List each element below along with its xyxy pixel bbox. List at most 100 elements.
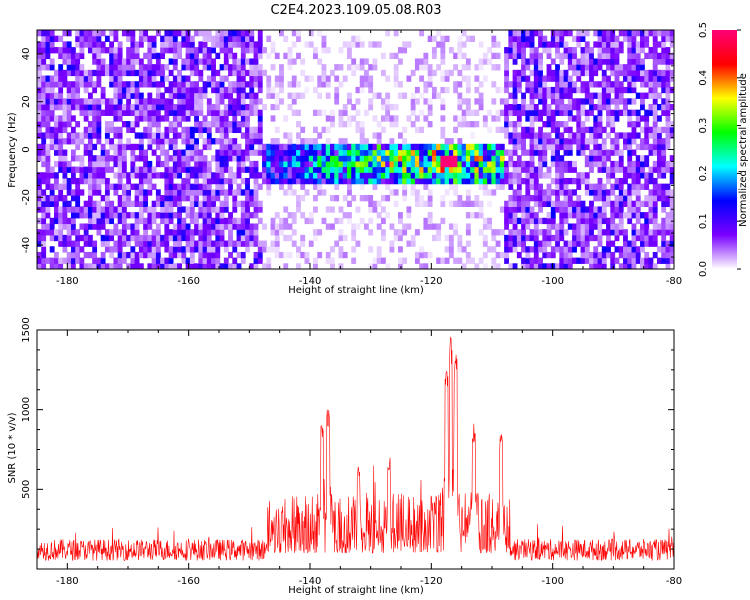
heatmap-cell (516, 189, 522, 196)
heatmap-cell (70, 81, 76, 88)
heatmap-cell (321, 126, 327, 134)
heatmap-cell (508, 206, 514, 213)
heatmap-cell (92, 212, 98, 219)
heatmap-cell (538, 109, 543, 116)
heatmap-cell (287, 155, 293, 162)
heatmap-cell (300, 166, 306, 173)
heatmap-cell (414, 86, 420, 94)
heatmap-cell (66, 103, 72, 111)
heatmap-cell (177, 52, 182, 60)
heatmap-cell (130, 223, 136, 230)
heatmap-cell (66, 52, 72, 60)
heatmap-cell (393, 30, 399, 37)
heatmap-cell (202, 143, 208, 151)
heatmap-cell (49, 189, 55, 196)
heatmap-cell (559, 75, 565, 82)
heatmap-cell (138, 69, 144, 77)
heatmap-cell (279, 75, 284, 82)
heatmap-cell (202, 52, 208, 60)
heatmap-cell (100, 64, 106, 71)
heatmap-cell (648, 177, 654, 185)
heatmap-cell (194, 47, 199, 54)
heatmap-cell (130, 35, 136, 42)
heatmap-cell (406, 149, 412, 156)
heatmap-cell (440, 166, 446, 173)
heatmap-cell (661, 200, 667, 207)
heatmap-cell (474, 121, 480, 128)
heatmap-cell (58, 234, 64, 242)
heatmap-cell (194, 52, 199, 60)
heatmap-cell (313, 206, 318, 213)
heatmap-cell (402, 177, 408, 185)
heatmap-cell (606, 103, 611, 111)
heatmap-cell (567, 52, 573, 60)
heatmap-cell (164, 47, 170, 54)
heatmap-cell (448, 155, 454, 162)
heatmap-cell (614, 160, 620, 168)
heatmap-cell (181, 41, 187, 48)
heatmap-cell (555, 98, 560, 105)
heatmap-cell (104, 217, 110, 225)
heatmap-cell (58, 212, 64, 219)
heatmap-cell (100, 109, 106, 116)
heatmap-cell (461, 155, 467, 162)
heatmap-cell (104, 160, 110, 168)
heatmap-cell (572, 212, 577, 219)
heatmap-cell (529, 58, 535, 65)
heatmap-cell (627, 240, 633, 247)
heatmap-cell (406, 115, 412, 122)
heatmap-cell (317, 143, 323, 151)
heatmap-cell (300, 126, 306, 134)
heatmap-cell (206, 75, 212, 82)
heatmap-cell (121, 206, 127, 213)
heatmap-cell (206, 132, 212, 139)
heatmap-cell (232, 81, 238, 88)
heatmap-cell (41, 58, 47, 65)
heatmap-cell (100, 223, 106, 230)
heatmap-cell (440, 160, 446, 168)
heatmap-cell (232, 30, 238, 37)
heatmap-cell (138, 98, 144, 105)
heatmap-cell (177, 200, 182, 207)
heatmap-cell (351, 257, 357, 264)
heatmap-cell (330, 195, 335, 202)
heatmap-cell (380, 69, 386, 77)
heatmap-cell (92, 126, 98, 134)
heatmap-cell (584, 126, 590, 134)
heatmap-cell (414, 58, 420, 65)
heatmap-cell (257, 41, 263, 48)
heatmap-cell (253, 263, 259, 269)
heatmap-cell (92, 30, 98, 37)
heatmap-cell (181, 183, 187, 190)
heatmap-cell (593, 64, 599, 71)
heatmap-cell (359, 143, 365, 151)
heatmap-cell (219, 206, 225, 213)
heatmap-cell (87, 41, 93, 48)
heatmap-cell (665, 47, 671, 54)
spectrogram-x-tick-label: -160 (177, 276, 200, 287)
heatmap-cell (635, 189, 641, 196)
heatmap-cell (300, 155, 306, 162)
snr-series-line (37, 336, 674, 562)
heatmap-cell (665, 143, 671, 151)
heatmap-cell (338, 47, 344, 54)
heatmap-cell (389, 143, 395, 151)
heatmap-cell (160, 263, 165, 269)
heatmap-cell (96, 229, 102, 236)
heatmap-cell (117, 69, 123, 77)
heatmap-cell (665, 98, 671, 105)
heatmap-cell (533, 30, 539, 37)
heatmap-cell (53, 149, 59, 156)
snr-y-tick-label: 1000 (21, 397, 32, 422)
heatmap-cell (185, 234, 191, 242)
heatmap-cell (291, 58, 297, 65)
heatmap-cell (155, 212, 161, 219)
heatmap-cell (652, 160, 658, 168)
heatmap-cell (189, 172, 195, 179)
heatmap-cell (546, 166, 552, 173)
heatmap-cell (457, 195, 463, 202)
heatmap-cell (542, 103, 548, 111)
heatmap-cell (657, 189, 662, 196)
heatmap-cell (58, 229, 64, 236)
heatmap-cell (257, 149, 263, 156)
